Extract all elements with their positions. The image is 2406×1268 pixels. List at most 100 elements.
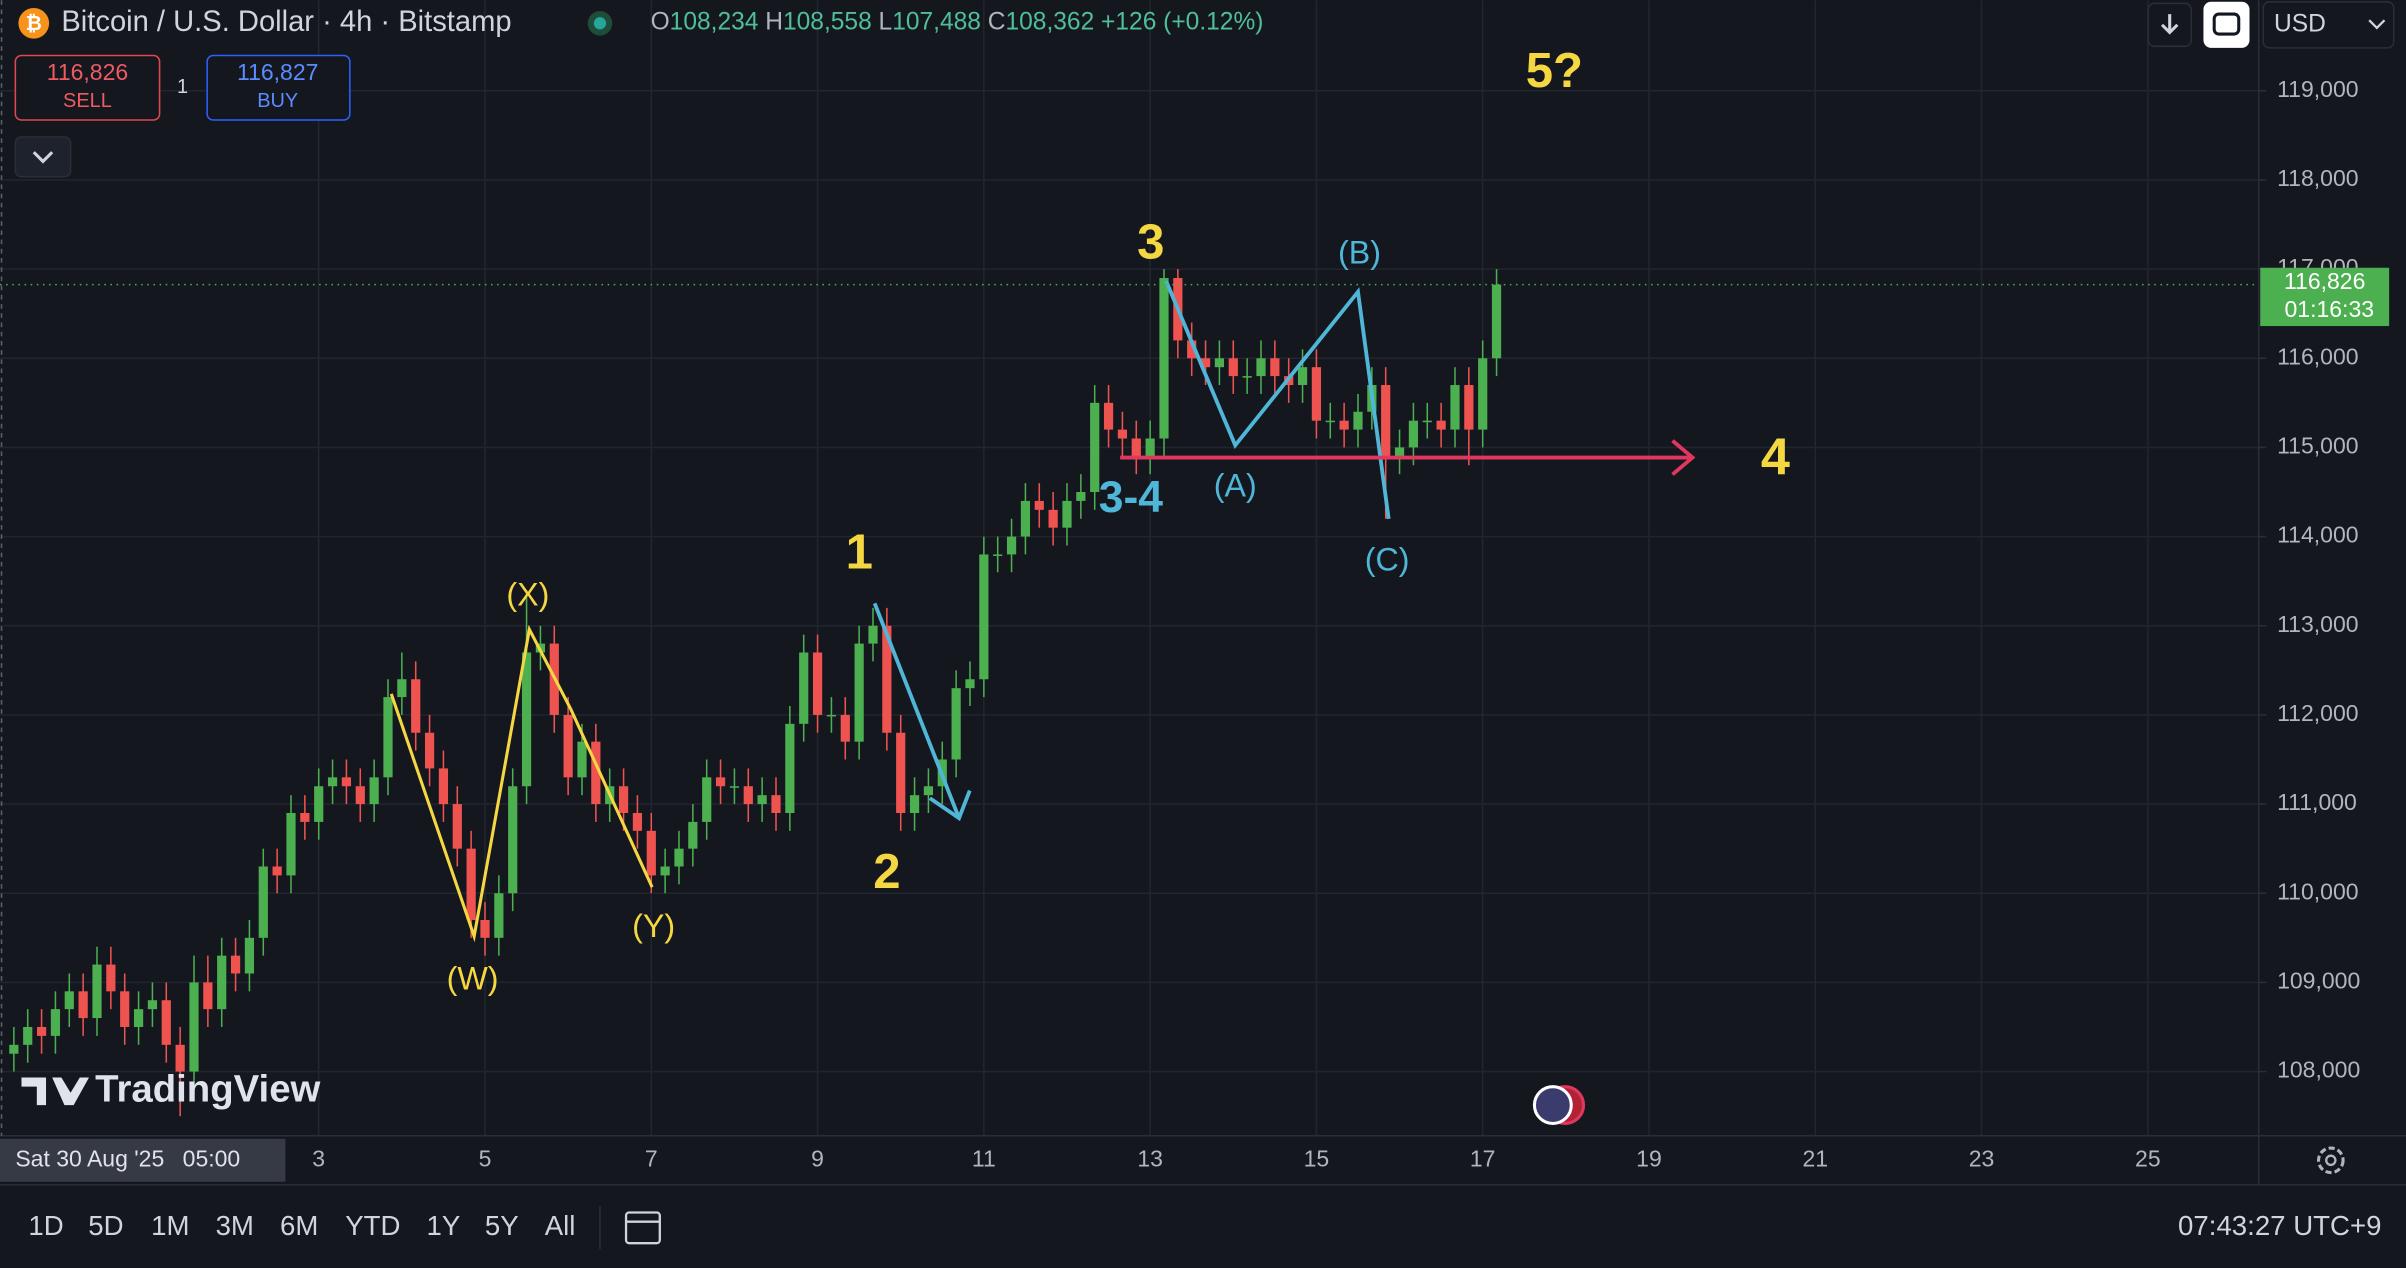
- sell-label: SELL: [63, 90, 112, 112]
- currency-select[interactable]: [2262, 1, 2395, 49]
- candle-body: [106, 964, 116, 992]
- date-range-button[interactable]: [624, 1211, 661, 1245]
- x-tick-label: 19: [1636, 1145, 1662, 1171]
- candle-body: [965, 679, 975, 689]
- wave-label: 3: [1137, 216, 1164, 270]
- sell-button[interactable]: [14, 54, 161, 121]
- candle-body: [1034, 500, 1044, 510]
- annotations: 5? 3 (B) 3-4 (A) (C) 4 1 2 (X) (W) (Y): [447, 44, 1790, 996]
- x-tick-label: 11: [972, 1145, 996, 1171]
- candle-body: [1256, 358, 1266, 377]
- candle-body: [1187, 340, 1197, 359]
- settings-button[interactable]: [2317, 1146, 2345, 1175]
- candle-body: [1131, 438, 1141, 457]
- brand-name: TradingView: [95, 1067, 320, 1110]
- ohlc-key: H: [765, 9, 783, 36]
- candle-body: [1242, 376, 1252, 378]
- y-tick-label: 110,000: [2277, 878, 2358, 904]
- buy-price: 116,827: [237, 59, 318, 85]
- last-price-box: [2260, 267, 2390, 327]
- candle-body: [909, 795, 920, 813]
- download-icon: [2160, 14, 2179, 35]
- candle-body: [1006, 536, 1017, 555]
- range-button[interactable]: YTD: [345, 1210, 400, 1241]
- buy-button[interactable]: [206, 54, 351, 121]
- candle-body: [1228, 358, 1238, 377]
- range-button[interactable]: 3M: [216, 1210, 254, 1241]
- candle-body: [355, 786, 365, 805]
- candle-body: [466, 848, 476, 920]
- wave-label: (X): [506, 577, 549, 613]
- candle-body: [715, 777, 726, 787]
- x-tick-label: 13: [1137, 1145, 1163, 1171]
- candle-body: [1103, 402, 1114, 430]
- range-button[interactable]: 5D: [88, 1210, 123, 1241]
- settings-icon: [2325, 1154, 2337, 1167]
- candle-body: [120, 991, 130, 1027]
- candle-body: [1381, 385, 1391, 457]
- collapse-button[interactable]: [14, 136, 72, 178]
- ohlc-key: C: [988, 9, 1006, 36]
- sell-price: 116,826: [47, 59, 128, 85]
- wave-label: 4: [1761, 428, 1790, 486]
- y-tick-label: 112,000: [2277, 700, 2358, 726]
- wave-label: (C): [1365, 541, 1410, 577]
- x-tick-label: 7: [645, 1145, 658, 1171]
- candle-body: [1270, 358, 1280, 377]
- y-tick-label: 109,000: [2277, 967, 2360, 993]
- crosshair-clock: 05:00: [183, 1145, 241, 1171]
- y-tick-label: 119,000: [2277, 76, 2358, 102]
- currency: USD: [2274, 10, 2326, 37]
- candle-body: [618, 786, 629, 813]
- range-button[interactable]: 1Y: [427, 1210, 461, 1241]
- candle-body: [1117, 429, 1128, 439]
- wave-label: 1: [846, 526, 873, 580]
- candle-body: [369, 777, 379, 805]
- candle-body: [868, 625, 878, 644]
- ohlc-value: 108,362: [1006, 9, 1095, 36]
- fullscreen-button[interactable]: [2203, 1, 2250, 48]
- candle-body: [785, 723, 795, 813]
- candle-body: [729, 786, 740, 788]
- chevron: [32, 151, 54, 164]
- symbol-title: Bitcoin / U.S. Dollar · 4h · Bitstamp: [61, 6, 511, 38]
- candle-body: [1297, 367, 1308, 386]
- candle-body: [64, 991, 74, 1010]
- y-tick-label: 115,000: [2277, 433, 2358, 459]
- x-tick-label: 17: [1470, 1145, 1496, 1171]
- range-button[interactable]: All: [545, 1210, 576, 1241]
- candle-body: [1394, 447, 1405, 457]
- candle-body: [882, 625, 892, 733]
- range-button[interactable]: 1M: [151, 1210, 189, 1241]
- candle-body: [133, 1009, 144, 1027]
- ohlc-value: 108,558: [783, 9, 872, 36]
- range-button[interactable]: 6M: [280, 1210, 318, 1241]
- candle-body: [854, 643, 864, 742]
- candle-body: [258, 866, 268, 938]
- candle-body: [1200, 358, 1211, 368]
- candle-body: [508, 786, 518, 894]
- candle-body: [646, 830, 656, 876]
- candle-body: [272, 866, 282, 876]
- candle-body: [1062, 500, 1072, 528]
- candle-body: [771, 795, 781, 813]
- candle-body: [840, 714, 850, 742]
- range-button[interactable]: 5Y: [485, 1210, 519, 1241]
- y-tick-label: 116,000: [2277, 343, 2358, 369]
- candle-body: [494, 893, 504, 938]
- candle-body: [50, 1009, 61, 1036]
- candle-body: [203, 982, 213, 1010]
- crosshair-time: Sat 30 Aug '25 05:00: [15, 1145, 240, 1171]
- event-icon[interactable]: [1532, 1085, 1573, 1126]
- candle-body: [189, 982, 199, 1072]
- candle-body: [1436, 420, 1446, 430]
- range-button[interactable]: 1D: [28, 1210, 63, 1241]
- wave-2-arrow: [872, 602, 961, 819]
- y-tick-label: 118,000: [2277, 165, 2358, 191]
- candle-body: [300, 812, 310, 822]
- ohlc-key: O: [651, 9, 670, 36]
- candle-body: [92, 964, 102, 1019]
- candle-body: [230, 955, 241, 974]
